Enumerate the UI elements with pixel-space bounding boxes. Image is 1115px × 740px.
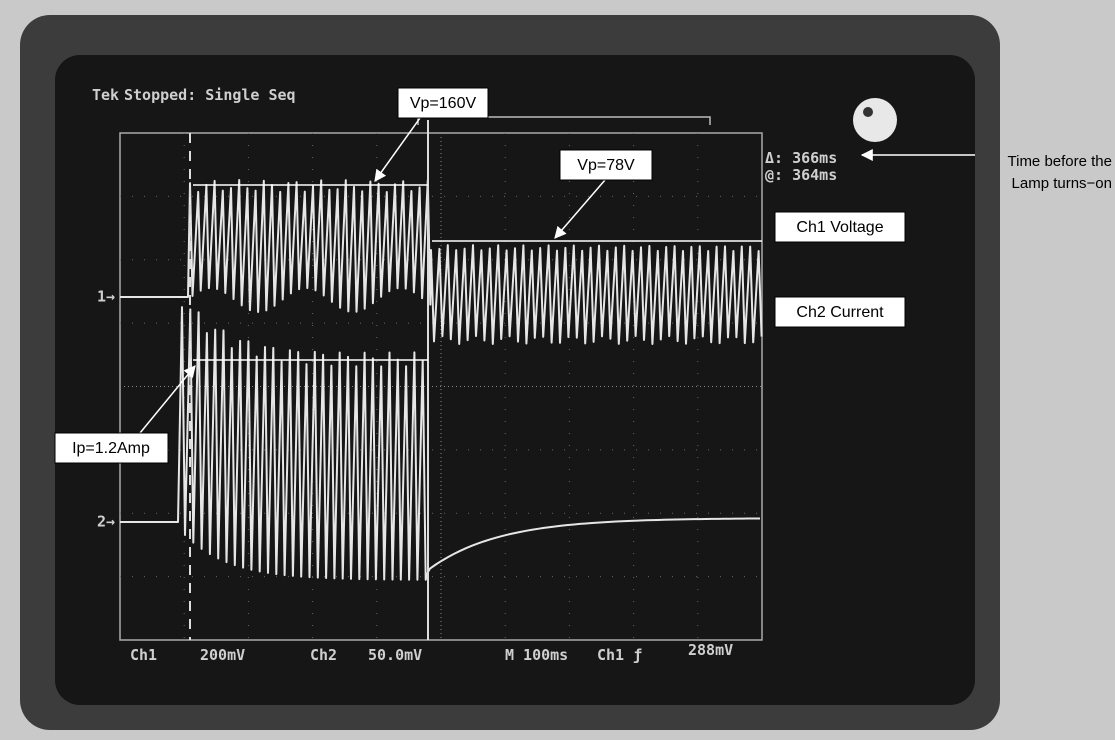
footer-ch2-scale: 50.0mV [368,646,422,664]
ch1-trace [120,179,763,345]
arrow [139,365,196,434]
ch2-trace [120,306,761,581]
ch2-label: Ch2 Current [796,304,884,321]
label-box [397,87,489,119]
waveforms [120,179,763,581]
time-note: Time before the [1008,153,1113,170]
knob-dot [863,107,873,117]
label-box [54,432,169,464]
knob [853,98,897,142]
ch1-marker: 1→ [97,288,115,306]
time-note: Lamp turns−on [1012,175,1112,192]
footer-ch1-scale: 200mV [200,646,245,664]
ch1-label: Ch1 Voltage [796,219,883,236]
arrow [554,179,606,239]
label-box [774,211,906,243]
annotation-lines [139,117,762,434]
at-readout: @: 364ms [765,166,837,184]
footer-ch2: Ch2 [310,646,337,664]
delta-readout: Δ: 366ms [765,149,837,167]
footer-ch1: Ch1 [130,646,157,664]
trigger: Ch1 ƒ [597,646,642,664]
label-box [774,296,906,328]
logo: Tek [92,86,119,104]
timebase: M 100ms [505,646,568,664]
vp-label: Vp=160V [410,95,477,112]
label-box [559,149,653,181]
arrow [374,117,421,182]
ch2-marker: 2→ [97,513,115,531]
status: Stopped: Single Seq [124,86,296,104]
vp-label: Vp=78V [577,157,635,174]
ip-label: Ip=1.2Amp [72,440,150,457]
trigger-level: 288mV [688,641,733,659]
